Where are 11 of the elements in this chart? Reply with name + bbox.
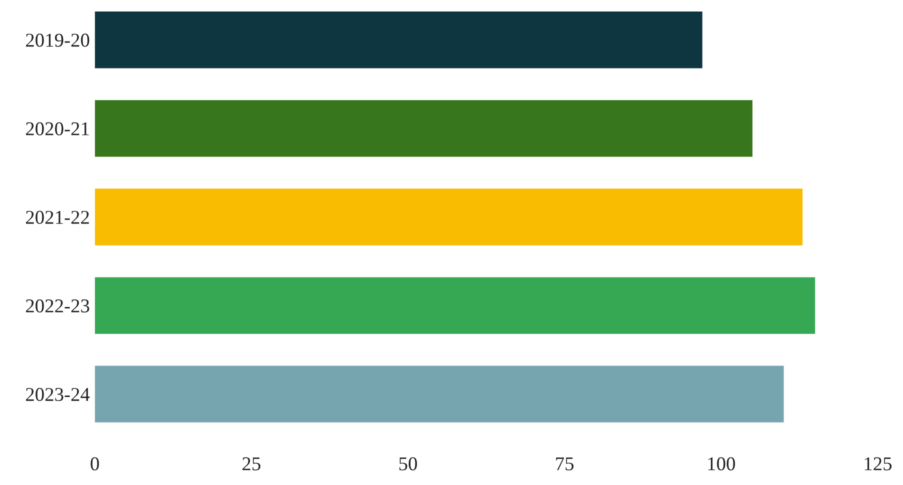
y-tick-label: 2023-24 — [26, 388, 90, 402]
y-tick-label: 2020-21 — [26, 122, 89, 136]
x-tick-label: 25 — [242, 457, 260, 470]
x-tick-label: 50 — [399, 457, 417, 470]
y-tick-label: 2021-22 — [26, 210, 89, 224]
y-tick-label: 2022-23 — [26, 299, 90, 312]
y-tick-label: 2019-20 — [26, 34, 90, 47]
x-tick-label: 75 — [556, 457, 574, 470]
x-tick-label: 0 — [90, 457, 99, 470]
x-tick-label: 125 — [864, 457, 892, 470]
x-tick-label: 100 — [708, 457, 735, 470]
